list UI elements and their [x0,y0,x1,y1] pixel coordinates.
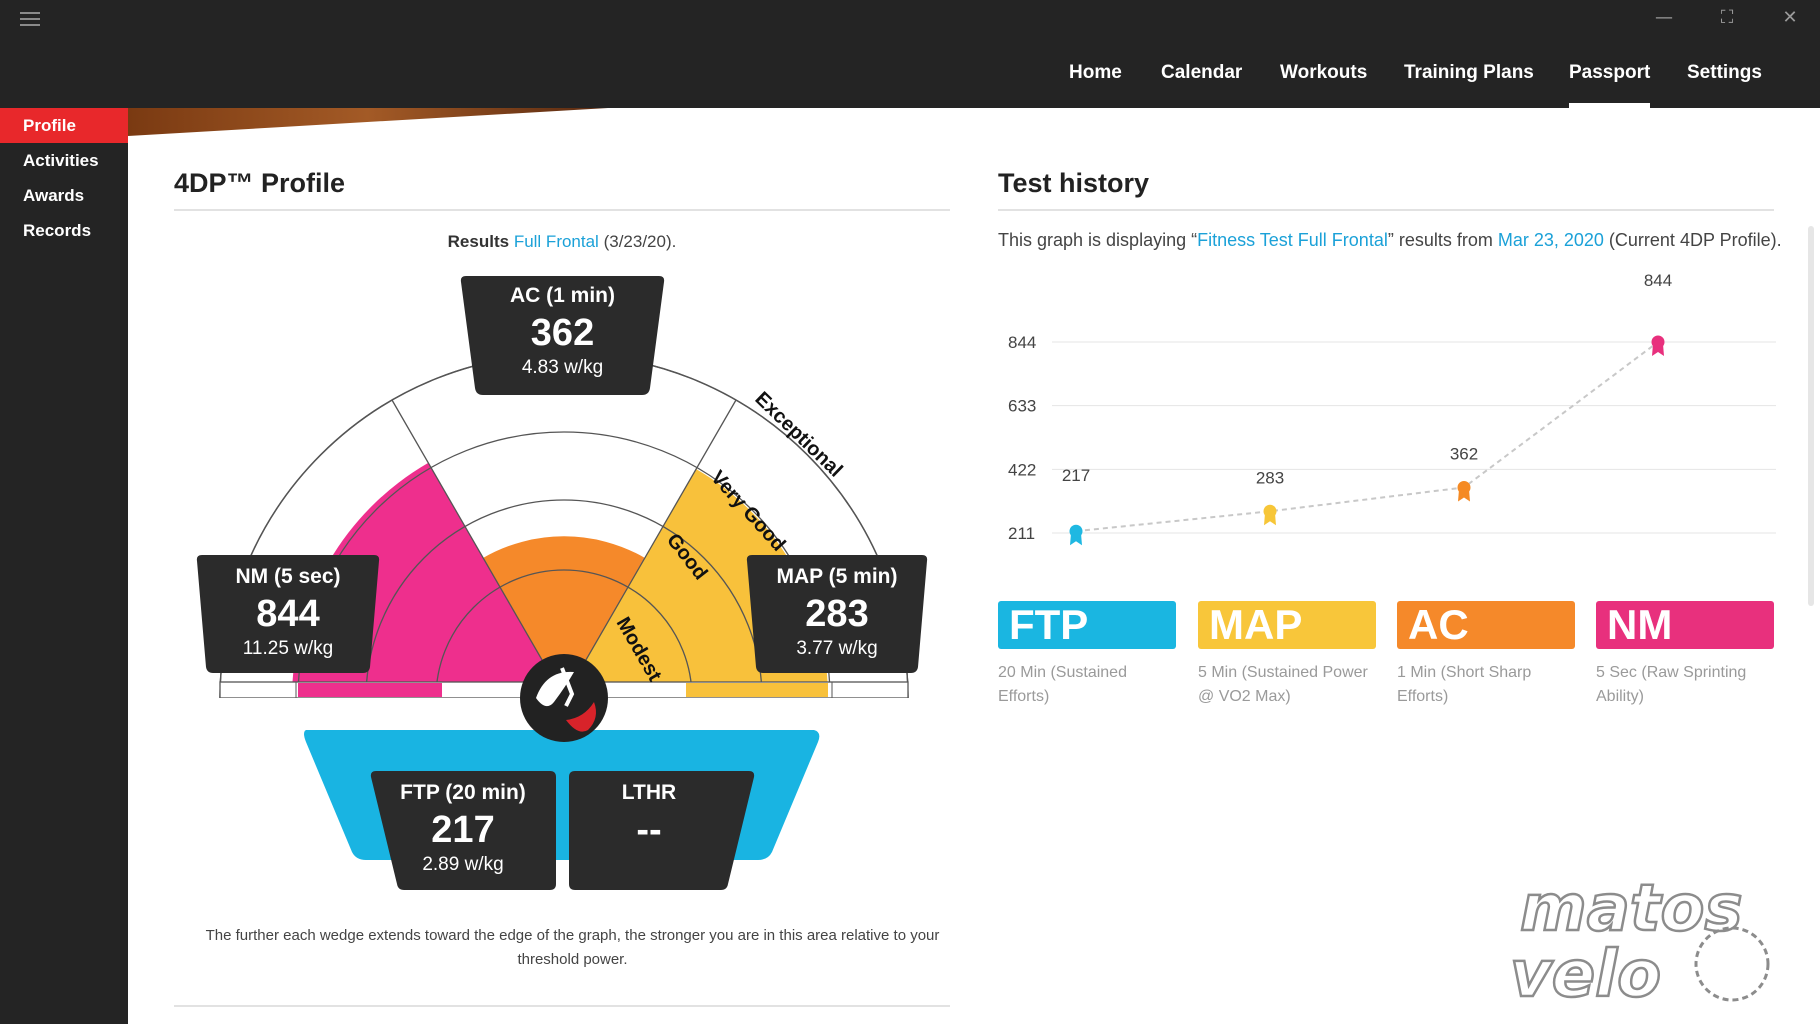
sidebar-item-records[interactable]: Records [23,221,92,240]
nav-settings[interactable]: Settings [1687,62,1762,83]
category-desc-map: 5 Min (Sustained Power @ VO2 Max) [1198,664,1368,705]
ftp-label: FTP (20 min) [400,781,526,804]
chart-series-line [1075,341,1659,533]
category-badge-map: MAP [1198,601,1376,649]
category-desc-ftp: 20 Min (Sustained Efforts) [998,664,1127,705]
nav-training-plans[interactable]: Training Plans [1404,62,1534,83]
watermark-line2: velo [1510,938,1661,1004]
ftp-stat-box: FTP (20 min) 217 2.89 w/kg [370,771,556,890]
category-badge-ftp: FTP [998,601,1176,649]
nav-passport[interactable]: Passport [1569,55,1651,108]
category-card-ac: AC 1 Min (Short Sharp Efforts) [1397,601,1575,709]
ac-stat-box: AC (1 min) 362 4.83 w/kg [460,276,665,395]
category-badge-ac: AC [1397,601,1575,649]
ac-wkg: 4.83 w/kg [521,357,604,378]
chart-ytick-label-2: 633 [1008,397,1036,416]
history-title-divider [998,209,1774,211]
desc-date-link[interactable]: Mar 23, 2020 [1497,230,1604,250]
category-card-ftp: FTP 20 Min (Sustained Efforts) [998,601,1176,709]
results-test-link[interactable]: Full Frontal [513,232,599,251]
test-history-chart: 211 422 633 844 217 283 362 844 [1008,271,1776,546]
chart-ytick-label-3: 844 [1008,333,1036,352]
ftp-wkg: 2.89 w/kg [422,854,504,875]
profile-bottom-divider [174,1005,950,1007]
sidebar-item-profile[interactable]: Profile [0,108,128,143]
chart-data-label-2: 362 [1450,444,1478,463]
nm-wkg: 11.25 w/kg [242,638,334,659]
lthr-label: LTHR [621,781,677,804]
chart-point-0 [1069,524,1083,538]
nm-value: 844 [256,593,320,635]
category-desc-nm: 5 Sec (Raw Sprinting Ability) [1596,664,1747,705]
ac-value: 362 [530,312,595,354]
chart-point-3 [1651,335,1665,349]
profile-title-divider [174,209,950,211]
lthr-stat-box: LTHR -- [569,771,755,890]
results-date: (3/23/20). [603,232,677,251]
ac-label: AC (1 min) [510,284,615,307]
hamburger-menu-icon[interactable] [20,8,40,28]
banner-image [128,108,608,136]
results-line: Results Full Frontal (3/23/20). [174,232,950,252]
sidebar-item-activities[interactable]: Activities [23,151,99,170]
map-wkg: 3.77 w/kg [796,638,878,659]
map-stat-box: MAP (5 min) 283 3.77 w/kg [746,555,928,673]
map-label: MAP (5 min) [776,565,898,588]
chart-point-1 [1263,504,1277,518]
profile-title: 4DP™ Profile [174,168,346,198]
ftp-value: 217 [431,809,495,851]
category-card-nm: NM 5 Sec (Raw Sprinting Ability) [1596,601,1774,709]
maximize-icon[interactable]: ⛶ [1720,7,1734,28]
profile-footnote: The further each wedge extends toward th… [205,927,940,968]
chart-data-label-3: 844 [1644,271,1672,290]
category-badge-nm: NM [1596,601,1774,649]
desc-prefix: This graph is displaying “ [998,230,1198,250]
history-description: This graph is displaying “Fitness Test F… [998,230,1782,251]
map-value: 283 [805,593,869,635]
nm-stat-box: NM (5 sec) 844 11.25 w/kg [196,555,380,673]
results-label: Results [447,232,510,251]
category-desc-ac: 1 Min (Short Sharp Efforts) [1397,664,1532,705]
chart-data-label-1: 283 [1256,468,1284,487]
desc-suffix: (Current 4DP Profile). [1603,230,1782,250]
page-scrollbar[interactable] [1808,226,1814,606]
minimize-icon[interactable]: — [1655,7,1673,28]
chart-point-2 [1457,480,1471,494]
history-title: Test history [998,168,1150,198]
category-card-map: MAP 5 Min (Sustained Power @ VO2 Max) [1198,601,1376,709]
sidebar-item-awards[interactable]: Awards [23,186,85,205]
watermark-logo: matos velo [1509,872,1770,1004]
nav-workouts[interactable]: Workouts [1280,62,1368,83]
nav-home[interactable]: Home [1069,62,1122,83]
close-icon[interactable]: ✕ [1782,7,1798,28]
sidebar: Profile Activities Awards Records [0,108,128,1024]
chart-ytick-label-0: 211 [1008,524,1035,543]
desc-mid: ” results from [1387,230,1498,250]
lthr-value: -- [636,809,662,851]
chart-data-label-0: 217 [1062,466,1090,485]
nav-calendar[interactable]: Calendar [1161,62,1243,83]
desc-test-link[interactable]: Fitness Test Full Frontal [1197,230,1388,250]
nm-label: NM (5 sec) [235,565,341,588]
top-bar: — ⛶ ✕ Home Calendar Workouts Training Pl… [0,0,1820,108]
chart-ytick-label-1: 422 [1008,460,1036,479]
watermark-line1: matos [1520,872,1743,946]
